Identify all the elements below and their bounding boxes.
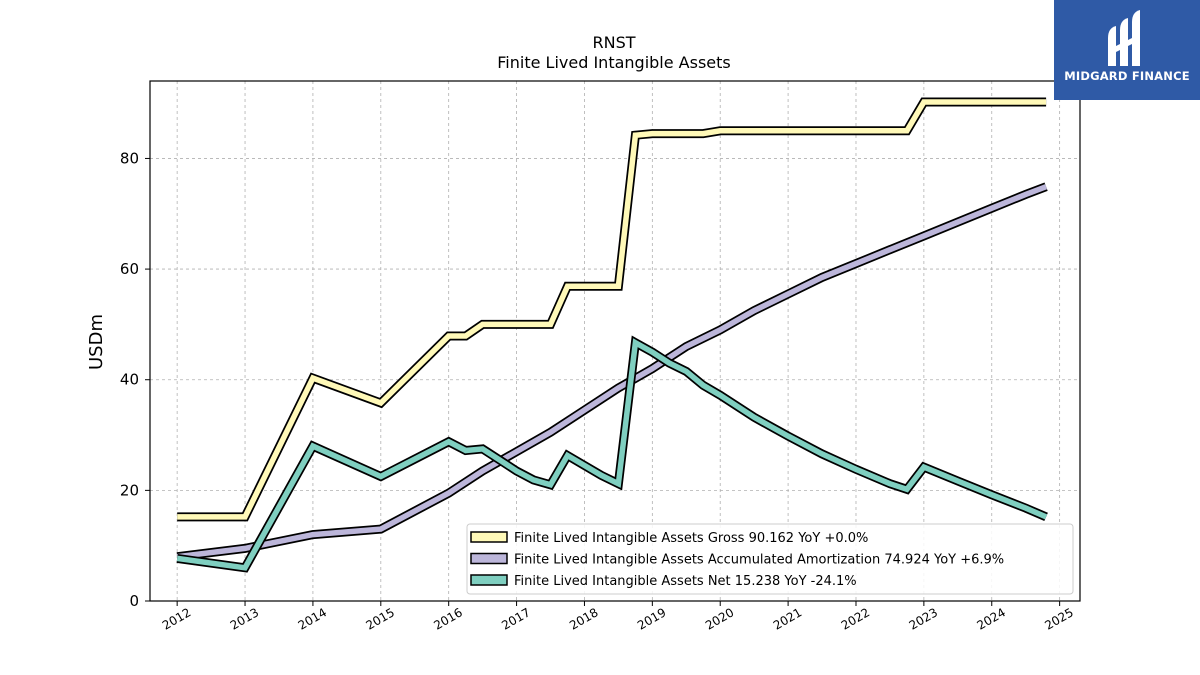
- x-tick-label: 2018: [567, 605, 600, 632]
- x-tick-label: 2014: [296, 605, 329, 632]
- chart-subtitle: Finite Lived Intangible Assets: [497, 53, 730, 72]
- brand-logo: MIDGARD FINANCE: [1054, 0, 1200, 100]
- x-tick-label: 2024: [974, 605, 1007, 632]
- legend-label-1: Finite Lived Intangible Assets Accumulat…: [514, 553, 1004, 568]
- y-axis-label: USDm: [86, 314, 107, 370]
- series-line-1: [176, 184, 1048, 560]
- x-tick-label: 2016: [431, 605, 464, 632]
- x-tick-label: 2019: [635, 605, 668, 632]
- legend-label-2: Finite Lived Intangible Assets Net 15.23…: [514, 574, 857, 589]
- series-line-0: [177, 99, 1047, 520]
- legend: Finite Lived Intangible Assets Gross 90.…: [466, 523, 1074, 595]
- series-line-2: [176, 338, 1048, 571]
- x-tick-label: 2013: [228, 605, 261, 632]
- series-layer: [176, 97, 1048, 573]
- y-tick-label: 40: [120, 371, 139, 389]
- x-tick-label: 2022: [839, 605, 872, 632]
- y-tick-label: 20: [120, 481, 139, 499]
- x-tick-label: 2012: [160, 605, 193, 632]
- x-tick-label: 2023: [907, 605, 940, 632]
- midgard-logo-icon: [1108, 10, 1140, 66]
- legend-swatch-0: [470, 531, 508, 543]
- x-tick-label: 2017: [499, 605, 532, 632]
- brand-logo-text: MIDGARD FINANCE: [1064, 69, 1190, 83]
- y-tick-label: 60: [120, 260, 139, 278]
- y-tick-label: 80: [120, 149, 139, 167]
- x-tick-label: 2020: [703, 605, 736, 632]
- y-tick-label: 0: [129, 592, 139, 610]
- series-outline-1: [176, 182, 1048, 562]
- chart-title: RNST: [592, 33, 635, 52]
- x-tick-label: 2015: [364, 605, 397, 632]
- legend-box: [466, 523, 1074, 595]
- x-tick-label: 2021: [771, 605, 804, 632]
- x-tick-label: 2025: [1042, 605, 1075, 632]
- legend-label-0: Finite Lived Intangible Assets Gross 90.…: [514, 531, 868, 546]
- legend-swatch-2: [470, 574, 508, 586]
- legend-swatch-1: [470, 552, 508, 565]
- grid-lines: [150, 81, 1080, 602]
- plot-frame: [149, 80, 1081, 602]
